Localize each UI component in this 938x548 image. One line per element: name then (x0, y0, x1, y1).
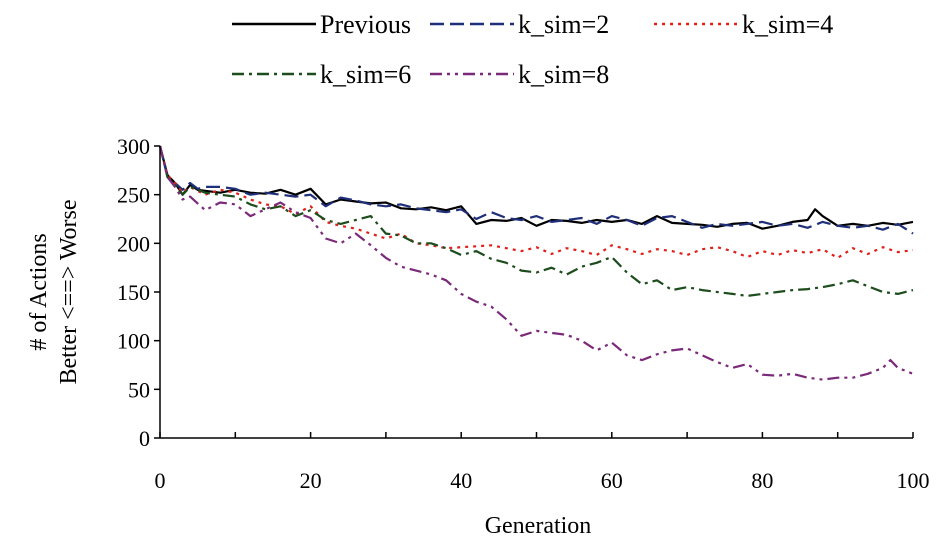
series-line-k-sim-4 (158, 145, 914, 259)
legend-label: Previous (320, 10, 411, 39)
x-axis-title: Generation (485, 513, 592, 539)
series-line-k-sim-8 (158, 145, 914, 381)
x-tick-label: 60 (601, 468, 623, 493)
series-line-k-sim-6 (158, 145, 914, 297)
tick-labels: 0 50 100 150 200 250 300 0 20 40 60 80 100 (117, 134, 930, 493)
legend-label: k_sim=8 (518, 60, 609, 89)
axes (154, 145, 914, 439)
series-line-previous (158, 145, 914, 230)
y-tick-label: 100 (117, 329, 150, 354)
legend-item: Previous (232, 10, 411, 39)
y-tick-label: 50 (128, 377, 150, 402)
series-line-k-sim-2 (158, 145, 914, 235)
legend-label: k_sim=6 (320, 60, 411, 89)
y-axis-title-line2: Better <==> Worse (56, 199, 82, 384)
x-tick-label: 20 (300, 468, 322, 493)
y-tick-label: 300 (117, 134, 150, 159)
x-tick-label: 80 (751, 468, 773, 493)
legend-item: k_sim=4 (654, 10, 833, 39)
legend: Previous k_sim=2 k_sim=4 k_sim=6 k_sim=8 (232, 10, 833, 89)
y-tick-label: 250 (117, 183, 150, 208)
x-tick-label: 40 (450, 468, 472, 493)
x-tick-label: 0 (155, 468, 166, 493)
legend-label: k_sim=2 (518, 10, 609, 39)
plot-area (158, 145, 914, 381)
legend-item: k_sim=6 (232, 60, 411, 89)
y-axis-title-line1: # of Actions (26, 233, 52, 350)
y-tick-label: 200 (117, 231, 150, 256)
legend-item: k_sim=8 (430, 60, 609, 89)
y-tick-label: 150 (117, 280, 150, 305)
x-tick-label: 100 (897, 468, 930, 493)
y-tick-label: 0 (139, 426, 150, 451)
legend-item: k_sim=2 (430, 10, 609, 39)
legend-label: k_sim=4 (742, 10, 833, 39)
